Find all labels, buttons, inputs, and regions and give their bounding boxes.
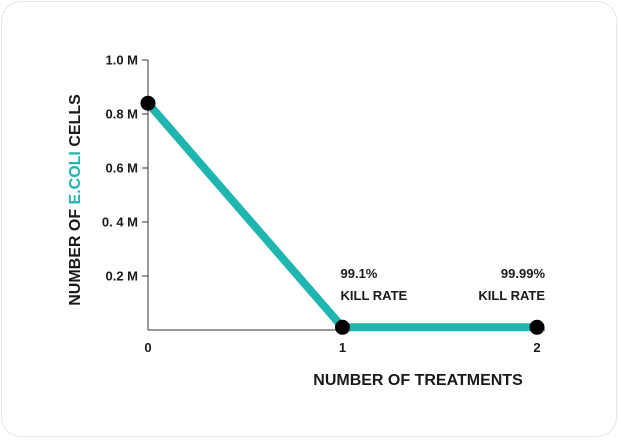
y-tick-label: 0.2 M — [105, 269, 138, 284]
y-ticks: 1.0 M 0.8 M 0.6 M 0. 4 M 0.2 M — [102, 53, 148, 284]
y-tick-label: 0.6 M — [105, 161, 138, 176]
annotation-label: 99.1% — [341, 266, 378, 281]
y-axis-title: NUMBER OF E.COLI CELLS — [67, 94, 84, 306]
data-point — [335, 319, 350, 335]
x-axis-title: NUMBER OF TREATMENTS — [313, 372, 523, 389]
x-tick-label: 0 — [144, 340, 151, 355]
annotation-label: 99.99% — [501, 266, 546, 281]
y-tick-label: 0. 4 M — [102, 215, 138, 230]
y-axis-title-part: CELLS — [67, 94, 84, 151]
data-points — [140, 95, 545, 335]
x-tick-label: 2 — [533, 340, 540, 355]
x-tick-label: 1 — [339, 340, 346, 355]
x-ticks: 0 1 2 — [144, 340, 540, 355]
data-point — [529, 319, 545, 335]
y-axis-title-part: E.COLI — [67, 151, 84, 204]
annotation-label: KILL RATE — [478, 288, 545, 303]
data-point — [140, 95, 156, 111]
annotations: 99.1% KILL RATE 99.99% KILL RATE — [341, 266, 546, 303]
annotation-label: KILL RATE — [341, 288, 408, 303]
y-axis-title-part: NUMBER OF — [67, 204, 84, 305]
y-tick-label: 1.0 M — [105, 53, 138, 68]
y-tick-label: 0.8 M — [105, 107, 138, 122]
